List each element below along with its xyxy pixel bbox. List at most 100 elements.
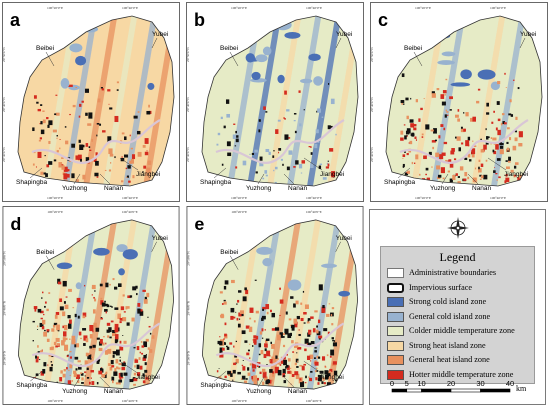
heat-cell <box>110 359 114 365</box>
heat-cell <box>425 126 429 129</box>
heat-cell <box>230 307 235 313</box>
heat-cell <box>149 332 152 335</box>
heat-cell <box>435 152 440 158</box>
heat-cell <box>310 340 315 345</box>
heat-cell <box>226 345 228 348</box>
heat-cell <box>77 315 80 319</box>
heat-cell <box>293 318 298 324</box>
heat-cell <box>490 137 493 140</box>
heat-cell <box>432 146 435 150</box>
heat-cell <box>235 340 237 343</box>
heat-cell <box>48 141 51 144</box>
heat-cell <box>322 177 327 180</box>
heat-cell <box>243 380 248 384</box>
heat-cell <box>120 180 124 183</box>
heat-cell <box>304 338 309 344</box>
heat-cell <box>122 294 125 297</box>
heat-cell <box>46 117 49 120</box>
heat-cell <box>414 136 417 139</box>
ridge-band <box>226 219 263 390</box>
heat-cell <box>434 139 437 142</box>
heat-cell <box>235 311 237 313</box>
heat-cell <box>509 137 512 141</box>
heat-cell <box>46 308 49 312</box>
heat-cell <box>85 338 89 343</box>
heat-cell <box>133 347 136 349</box>
tick-left-2: 29°40'0"N <box>2 300 6 315</box>
heat-cell <box>124 136 127 141</box>
heat-cell <box>240 378 243 380</box>
tick-bottom-2: 106°40'0"E <box>122 196 138 200</box>
heat-cell <box>247 367 250 371</box>
heat-cell <box>234 145 237 147</box>
heat-cell <box>463 128 466 132</box>
heat-cell <box>91 139 94 142</box>
heat-cell <box>514 137 518 142</box>
heat-cell <box>107 335 110 338</box>
heat-cell <box>519 174 522 179</box>
heat-cell <box>282 368 286 374</box>
heat-cell <box>106 329 110 333</box>
heat-cell <box>517 177 522 183</box>
heat-cell <box>406 171 409 174</box>
heat-cell <box>513 79 515 81</box>
heat-cell <box>330 314 333 317</box>
heat-cell <box>74 313 77 318</box>
heat-cell <box>496 179 498 181</box>
river <box>215 119 345 164</box>
heat-cell <box>45 173 48 177</box>
heat-cell <box>241 364 244 366</box>
scale-tick-label: 5 <box>405 379 409 388</box>
heat-cell <box>92 309 96 314</box>
panel-letter-c: c <box>378 10 388 30</box>
tick-top-2: 106°40'0"E <box>306 6 322 10</box>
heat-cell <box>68 319 72 324</box>
heat-cell <box>452 174 456 181</box>
heat-cell <box>506 147 510 151</box>
heat-cell <box>437 176 441 179</box>
heat-cell <box>105 311 107 314</box>
heat-cell <box>108 169 112 172</box>
heat-cell <box>142 145 146 148</box>
heat-cell <box>90 369 94 373</box>
heat-cell <box>318 335 323 339</box>
heat-cell <box>86 367 89 371</box>
administrative-boundary <box>385 15 543 187</box>
heat-cell <box>507 158 511 163</box>
heat-cell <box>139 351 141 354</box>
heat-cell <box>425 167 429 171</box>
heat-cell <box>282 344 286 348</box>
label-jiangbei: Jiangbei <box>136 374 160 381</box>
heat-cell <box>134 365 136 368</box>
heat-cell <box>218 368 220 369</box>
heat-cell <box>423 155 427 160</box>
heat-cell <box>68 160 72 162</box>
heat-cell <box>265 174 268 177</box>
heat-cell <box>439 154 444 160</box>
tick-bottom-1: 106°20'0"E <box>231 399 247 403</box>
tick-bottom-2: 106°40'0"E <box>306 399 322 403</box>
tick-left-1: 29°50'0"N <box>186 47 190 62</box>
heat-cell <box>73 373 77 378</box>
heat-cell <box>74 356 79 360</box>
heat-cell <box>314 370 318 373</box>
ridge-band <box>325 219 358 390</box>
heat-cell <box>143 298 148 304</box>
heat-cell <box>433 128 437 134</box>
heat-cell <box>406 153 409 156</box>
tick-bottom-1: 106°20'0"E <box>231 196 247 200</box>
heat-cell <box>506 141 509 145</box>
heat-cell <box>237 299 240 303</box>
heat-cell <box>101 374 106 378</box>
heat-cell <box>290 296 294 299</box>
heat-cell <box>331 363 336 367</box>
heat-cell <box>99 283 103 287</box>
heat-cell <box>102 342 105 346</box>
heat-cell <box>47 331 49 333</box>
heat-cell <box>335 133 337 136</box>
heat-cell <box>330 98 335 105</box>
heat-cell <box>323 328 328 332</box>
heat-cell <box>149 349 153 353</box>
heat-cell <box>81 382 84 384</box>
heat-cell <box>295 358 299 363</box>
